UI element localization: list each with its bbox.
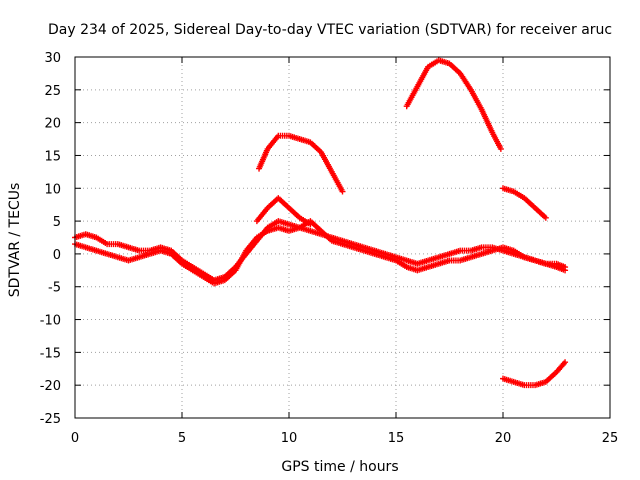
y-tick-label: 5 — [53, 215, 61, 230]
y-tick-label: -15 — [40, 346, 61, 361]
data-point — [542, 214, 549, 221]
data-point-run — [479, 108, 495, 134]
data-point-run — [265, 134, 280, 151]
data-point-run — [298, 215, 312, 227]
data-point-run — [244, 236, 259, 252]
data-point-run — [255, 206, 270, 223]
y-tick-label: 25 — [44, 84, 61, 99]
series-track-2 — [72, 218, 569, 287]
x-axis-label: GPS time / hours — [281, 459, 398, 475]
data-point-run — [512, 189, 526, 201]
data-point-run — [277, 225, 291, 234]
data-point-run — [490, 131, 503, 151]
data-point-run — [191, 265, 205, 276]
data-point-run — [329, 170, 345, 193]
data-point-run — [544, 370, 558, 384]
x-tick-label: 25 — [602, 431, 619, 446]
data-point-run — [458, 72, 473, 92]
data-point-run — [256, 147, 270, 170]
y-tick-label: -25 — [40, 412, 61, 427]
data-point-run — [169, 252, 184, 266]
data-point-run — [308, 219, 323, 233]
y-tick-label: -20 — [40, 379, 61, 394]
data-point-run — [308, 140, 323, 154]
series-track-7 — [500, 359, 569, 389]
chart-title: Day 234 of 2025, Sidereal Day-to-day VTE… — [48, 22, 612, 38]
data-point-run — [533, 206, 548, 220]
x-tick-label: 5 — [178, 431, 186, 446]
data-point — [562, 267, 569, 274]
y-tick-label: 15 — [44, 149, 61, 164]
x-tick-label: 20 — [495, 431, 512, 446]
y-axis-label: SDTVAR / TECUs — [7, 183, 23, 298]
data-point-run — [180, 258, 194, 269]
data-point-run — [522, 196, 537, 210]
tick-layer: 0 5 10 15 20 25 -25 -20 -15 -10 -5 0 5 10 15 20 25 30 — [40, 51, 619, 446]
data-point-run — [191, 268, 205, 279]
data-point-run — [233, 249, 249, 272]
x-tick-label: 15 — [388, 431, 405, 446]
y-tick-label: -5 — [48, 281, 61, 296]
grid-layer — [75, 57, 610, 418]
data-point-run — [266, 219, 280, 230]
y-tick-label: 20 — [44, 117, 61, 132]
y-tick-label: 10 — [44, 182, 61, 197]
data-point — [307, 221, 314, 228]
data-point-run — [276, 196, 291, 210]
data-point-run — [448, 61, 462, 76]
data-point-run — [287, 206, 302, 220]
data-point-run — [319, 229, 334, 243]
data-point-run — [469, 244, 483, 254]
series-track-5 — [403, 57, 504, 152]
data-point-run — [426, 58, 441, 69]
y-tick-label: 30 — [44, 51, 61, 66]
series-track-6 — [500, 185, 549, 221]
data-point-run — [512, 248, 526, 260]
data-point-run — [319, 150, 334, 174]
data-point-run — [202, 274, 216, 286]
data-point-run — [202, 271, 216, 283]
x-tick-label: 0 — [71, 431, 79, 446]
data-point — [497, 145, 504, 152]
data-layer — [72, 57, 569, 389]
data-point-run — [404, 85, 420, 108]
data-point-run — [554, 360, 567, 374]
data-point — [562, 359, 569, 366]
plot-frame — [74, 56, 611, 419]
data-point-run — [180, 261, 194, 273]
y-tick-label: 0 — [53, 248, 61, 263]
data-point-run — [415, 65, 431, 88]
data-point-run — [73, 231, 87, 240]
data-point-run — [394, 258, 408, 269]
series-track-4 — [256, 132, 346, 195]
data-point-run — [266, 196, 280, 210]
data-point — [339, 188, 346, 195]
y-tick-label: -10 — [40, 314, 61, 329]
series-track-3 — [253, 195, 314, 228]
data-point-run — [169, 249, 184, 263]
data-point-run — [255, 229, 269, 240]
data-point-run — [95, 235, 109, 246]
x-tick-label: 10 — [281, 431, 298, 446]
data-point-run — [223, 268, 237, 282]
data-point-run — [468, 88, 484, 111]
